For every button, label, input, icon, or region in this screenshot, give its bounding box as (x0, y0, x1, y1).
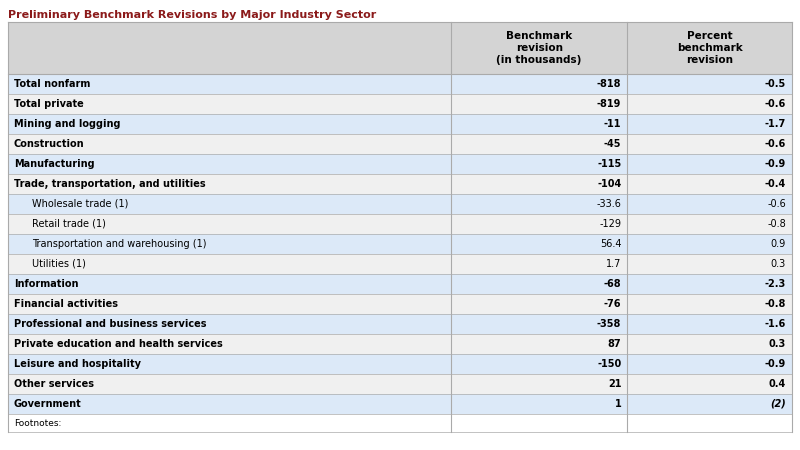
Text: -0.4: -0.4 (765, 179, 786, 189)
Bar (8, 354, 792, 374)
Bar (8, 414, 792, 432)
Text: -150: -150 (597, 359, 622, 369)
Bar (8, 334, 792, 354)
Text: 21: 21 (608, 379, 622, 389)
Bar (8, 254, 792, 274)
Bar (8, 134, 792, 154)
Text: -11: -11 (604, 119, 622, 129)
Text: Total private: Total private (14, 99, 84, 109)
Text: 87: 87 (608, 339, 622, 349)
Bar (8, 94, 792, 114)
Bar (8, 234, 792, 254)
Text: Footnotes:: Footnotes: (14, 418, 62, 427)
Text: -33.6: -33.6 (597, 199, 622, 209)
Text: -0.8: -0.8 (765, 299, 786, 309)
Text: Mining and logging: Mining and logging (14, 119, 121, 129)
Text: -0.8: -0.8 (767, 219, 786, 229)
Text: 0.3: 0.3 (769, 339, 786, 349)
Text: -68: -68 (604, 279, 622, 289)
Text: Financial activities: Financial activities (14, 299, 118, 309)
Text: 0.4: 0.4 (769, 379, 786, 389)
Text: Total nonfarm: Total nonfarm (14, 79, 90, 89)
Bar (8, 174, 792, 194)
Text: Retail trade (1): Retail trade (1) (32, 219, 106, 229)
Text: Leisure and hospitality: Leisure and hospitality (14, 359, 141, 369)
Text: 1: 1 (614, 399, 622, 409)
Text: (2): (2) (770, 399, 786, 409)
Text: Other services: Other services (14, 379, 94, 389)
Bar (8, 22, 792, 74)
Text: Private education and health services: Private education and health services (14, 339, 222, 349)
Text: 56.4: 56.4 (600, 239, 622, 249)
Bar (8, 294, 792, 314)
Text: Manufacturing: Manufacturing (14, 159, 94, 169)
Text: -0.9: -0.9 (765, 159, 786, 169)
Text: Information: Information (14, 279, 78, 289)
Text: -358: -358 (597, 319, 622, 329)
Bar (8, 274, 792, 294)
Bar (8, 374, 792, 394)
Bar (8, 314, 792, 334)
Text: Government: Government (14, 399, 82, 409)
Text: -1.7: -1.7 (765, 119, 786, 129)
Text: -45: -45 (604, 139, 622, 149)
Bar (8, 194, 792, 214)
Text: Construction: Construction (14, 139, 85, 149)
Text: 1.7: 1.7 (606, 259, 622, 269)
Text: Wholesale trade (1): Wholesale trade (1) (32, 199, 128, 209)
Text: -819: -819 (597, 99, 622, 109)
Text: Professional and business services: Professional and business services (14, 319, 206, 329)
Text: Transportation and warehousing (1): Transportation and warehousing (1) (32, 239, 206, 249)
Text: -104: -104 (597, 179, 622, 189)
Text: -1.6: -1.6 (765, 319, 786, 329)
Text: Trade, transportation, and utilities: Trade, transportation, and utilities (14, 179, 206, 189)
Text: Preliminary Benchmark Revisions by Major Industry Sector: Preliminary Benchmark Revisions by Major… (8, 10, 376, 20)
Text: -129: -129 (599, 219, 622, 229)
Text: Benchmark
revision
(in thousands): Benchmark revision (in thousands) (497, 31, 582, 65)
Text: 0.3: 0.3 (770, 259, 786, 269)
Bar (8, 154, 792, 174)
Bar (8, 214, 792, 234)
Text: -818: -818 (597, 79, 622, 89)
Text: -115: -115 (597, 159, 622, 169)
Bar (8, 114, 792, 134)
Text: -0.6: -0.6 (765, 99, 786, 109)
Text: 0.9: 0.9 (770, 239, 786, 249)
Text: -0.5: -0.5 (765, 79, 786, 89)
Text: Percent
benchmark
revision: Percent benchmark revision (677, 31, 742, 65)
Text: -0.6: -0.6 (767, 199, 786, 209)
Text: Utilities (1): Utilities (1) (32, 259, 86, 269)
Text: -0.6: -0.6 (765, 139, 786, 149)
Bar (8, 394, 792, 414)
Text: -76: -76 (604, 299, 622, 309)
Text: -0.9: -0.9 (765, 359, 786, 369)
Text: -2.3: -2.3 (765, 279, 786, 289)
Bar (8, 74, 792, 94)
